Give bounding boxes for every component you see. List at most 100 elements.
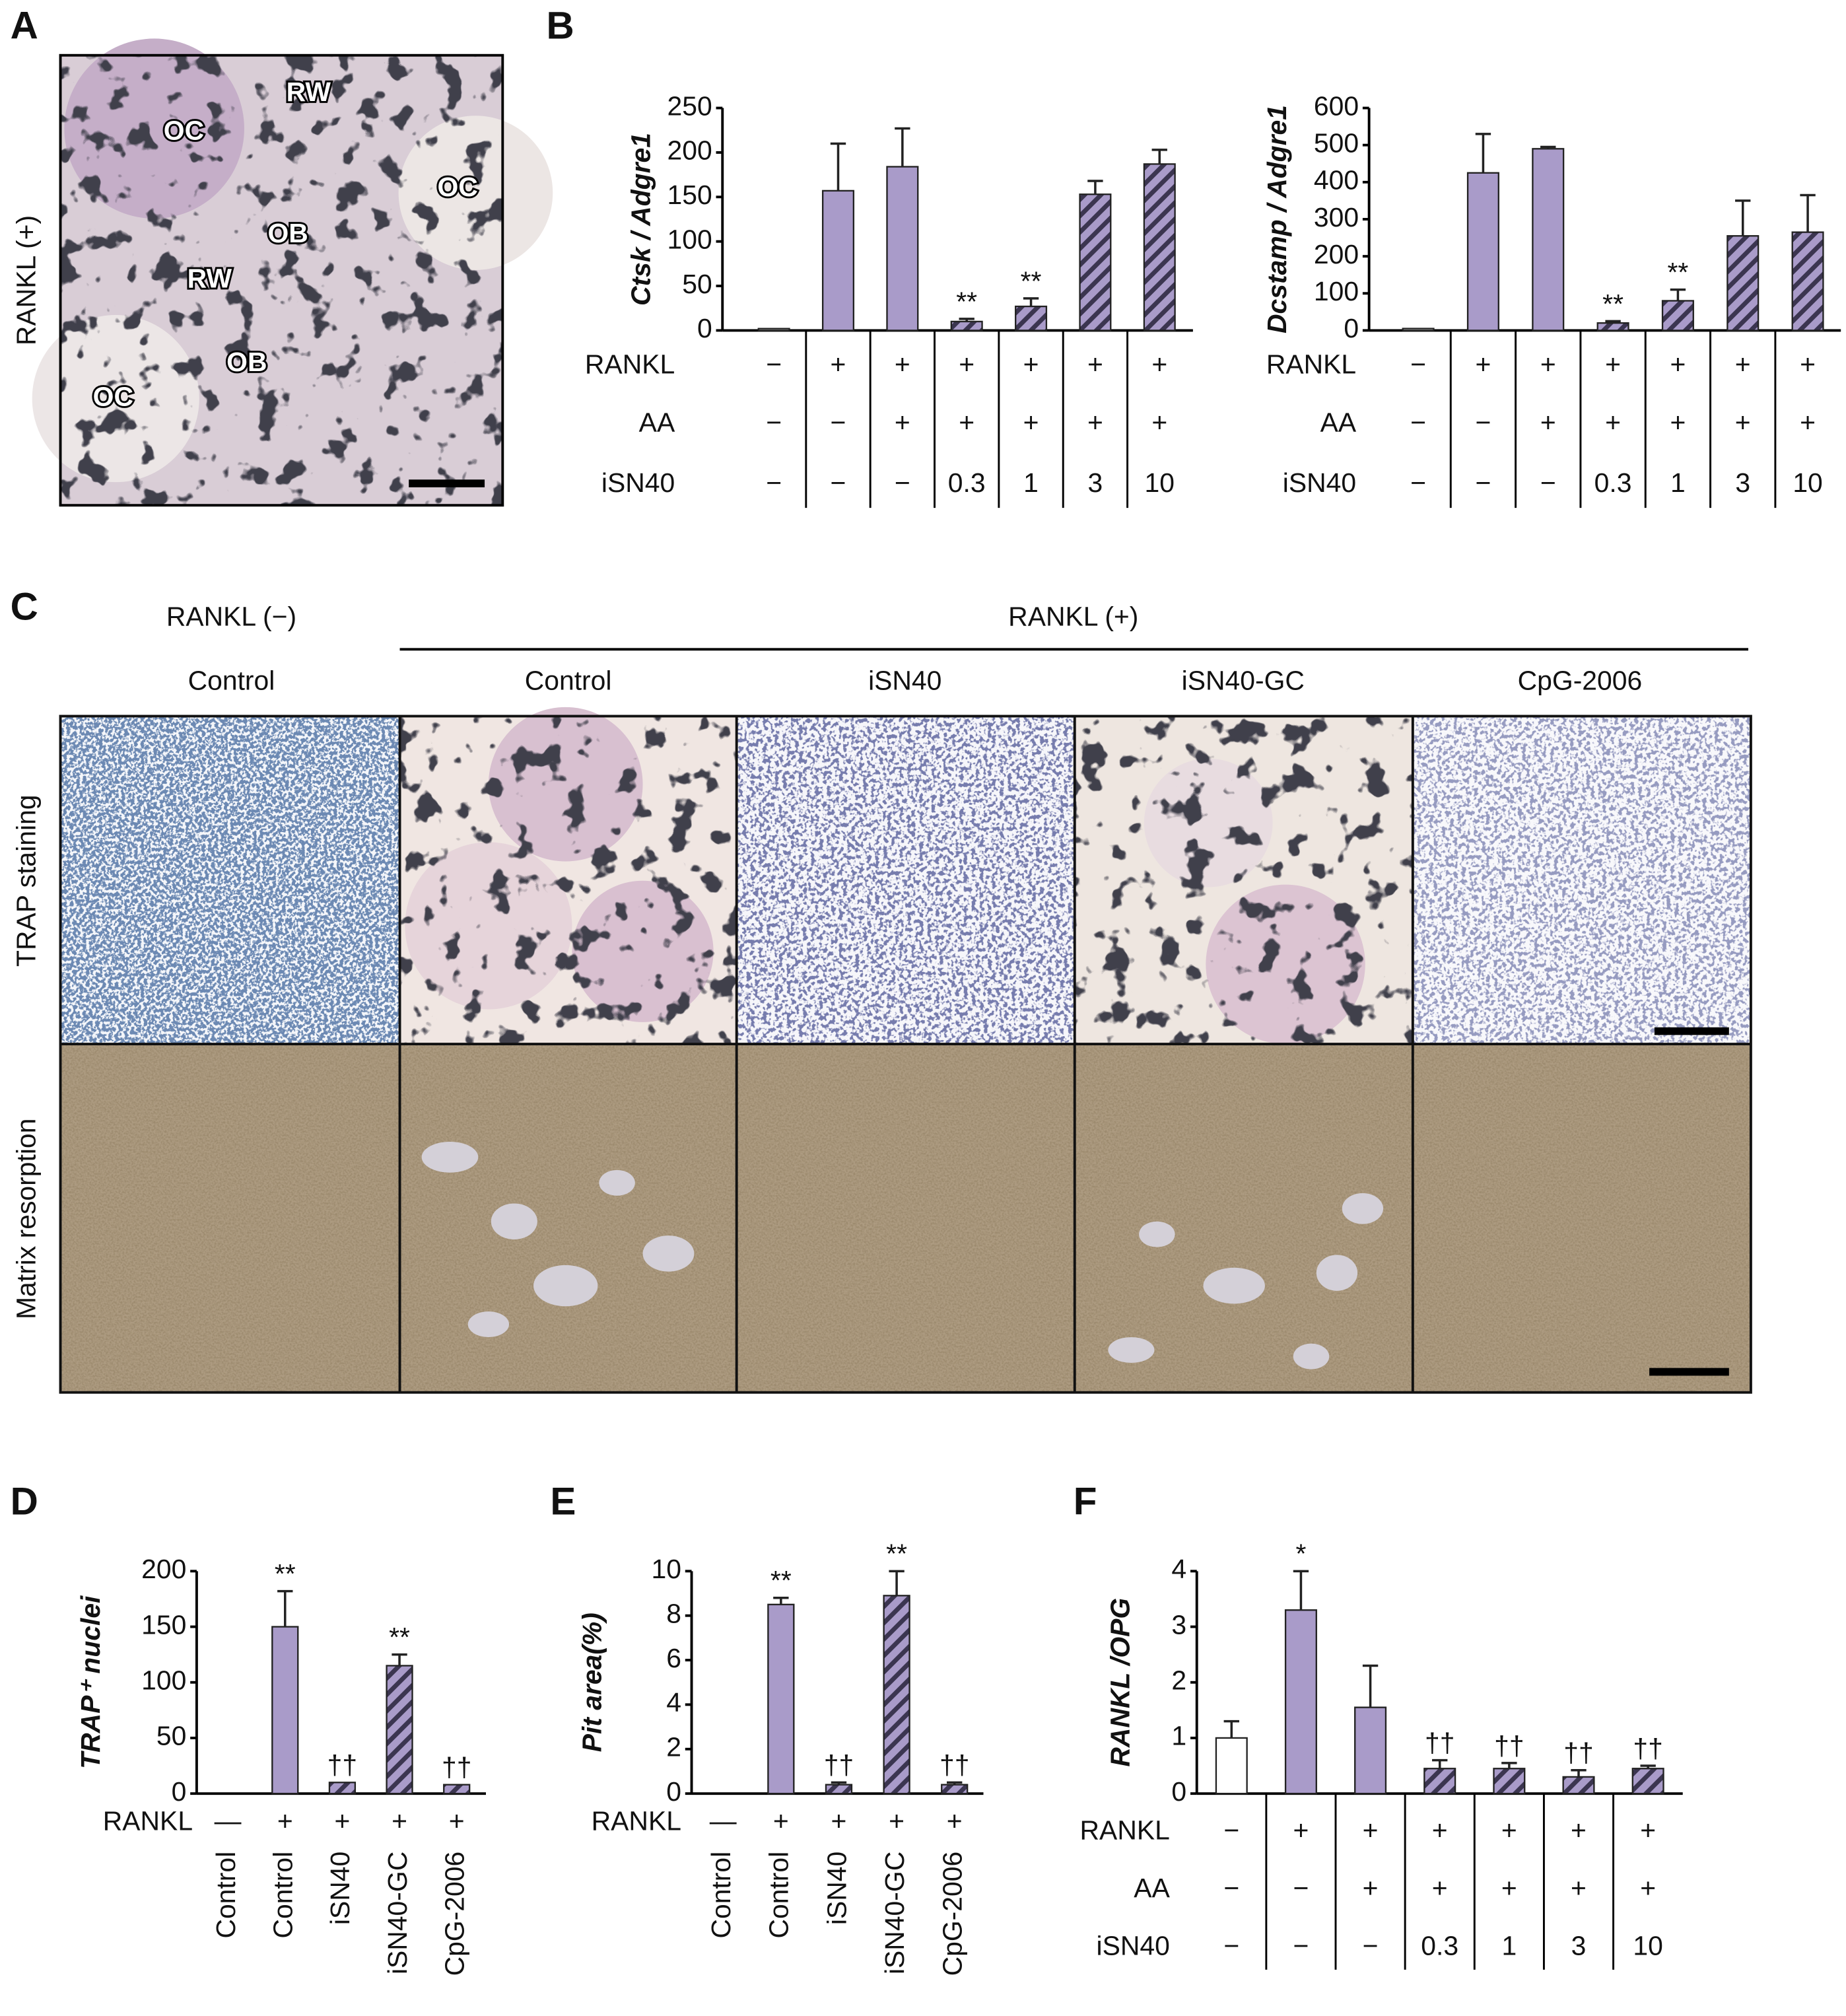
condition-value: — — [215, 1806, 242, 1836]
x-tick-label: Control — [764, 1852, 794, 1939]
condition-value: 0.3 — [1594, 468, 1632, 498]
condition-value: + — [1363, 1815, 1379, 1845]
bar — [883, 1595, 910, 1795]
condition-value: + — [1363, 1873, 1379, 1903]
condition-value: 10 — [1633, 1931, 1662, 1961]
condition-value: 1 — [1670, 468, 1686, 498]
condition-label: iSN40 — [1283, 468, 1356, 498]
bar — [1284, 1609, 1317, 1795]
row-label: TRAP staining — [11, 794, 42, 967]
condition-value: − — [1223, 1873, 1239, 1903]
significance: ** — [1668, 257, 1689, 287]
condition-value: + — [1571, 1873, 1587, 1903]
condition-value: + — [1640, 1815, 1656, 1845]
error-bar — [1605, 320, 1621, 324]
condition-value: − — [1293, 1931, 1309, 1961]
y-tick-label: 400 — [1314, 165, 1359, 195]
y-tick-label: 600 — [1314, 90, 1359, 121]
condition-label: RANKL — [592, 1806, 681, 1836]
y-tick-label: 50 — [156, 1721, 186, 1751]
y-tick-label: 0 — [666, 1776, 681, 1807]
y-tick-label: 2 — [666, 1732, 681, 1762]
y-tick-label: 0 — [1344, 313, 1359, 343]
condition-value: 1 — [1501, 1931, 1517, 1961]
bar — [1143, 163, 1176, 331]
y-axis-label: Pit area(%) — [576, 1613, 607, 1752]
panel-label: D — [11, 1480, 38, 1523]
significance: ** — [389, 1622, 410, 1652]
error-bar — [1087, 180, 1103, 195]
error-bar — [895, 127, 910, 167]
condition-value: + — [959, 407, 974, 437]
y-tick-label: 0 — [172, 1776, 187, 1807]
significance: †† — [824, 1750, 854, 1780]
bar — [950, 320, 983, 331]
panel-label: E — [550, 1480, 576, 1523]
condition-value: + — [1432, 1815, 1448, 1845]
condition-value: + — [1735, 407, 1751, 437]
error-bar — [831, 1781, 847, 1785]
condition-value: + — [773, 1806, 789, 1836]
y-tick-label: 6 — [666, 1643, 681, 1673]
condition-value: + — [392, 1806, 407, 1836]
bar — [1596, 322, 1629, 331]
condition-value: + — [1087, 407, 1103, 437]
column-label: iSN40 — [868, 666, 941, 696]
bar — [825, 1784, 853, 1795]
significance: †† — [442, 1752, 471, 1782]
condition-value: + — [889, 1806, 905, 1836]
condition-value: − — [1293, 1873, 1309, 1903]
bar — [1215, 1737, 1248, 1795]
condition-value: − — [1475, 468, 1491, 498]
panel-label: F — [1074, 1480, 1097, 1523]
bar — [1015, 305, 1048, 331]
bar — [1631, 1768, 1664, 1795]
condition-value: − — [1410, 349, 1426, 380]
condition-value: − — [1410, 468, 1426, 498]
significance: †† — [1425, 1727, 1454, 1758]
y-axis-label: Ctsk / Adgre1 — [625, 133, 656, 306]
significance: ** — [956, 286, 977, 316]
x-tick-label: iSN40-GC — [382, 1852, 413, 1974]
bar — [1562, 1776, 1595, 1795]
error-bar — [1151, 149, 1167, 164]
side-label: RANKL (+) — [11, 215, 42, 345]
condition-value: − — [1223, 1931, 1239, 1961]
error-bar — [1223, 1720, 1239, 1738]
y-tick-label: 150 — [667, 180, 712, 210]
cell-label: OC — [164, 115, 204, 145]
error-bar — [1023, 297, 1039, 307]
x-tick-label: Control — [706, 1852, 736, 1939]
error-bar — [1362, 1664, 1379, 1708]
condition-value: + — [1151, 349, 1167, 380]
y-axis-label: TRAP⁺ nuclei — [75, 1595, 106, 1769]
condition-value: 1 — [1023, 468, 1039, 498]
bar — [328, 1782, 357, 1795]
error-bar — [1540, 145, 1556, 149]
cell-label: OC — [438, 172, 478, 202]
significance: ** — [1602, 289, 1624, 319]
condition-value: + — [1501, 1815, 1517, 1845]
condition-value: 10 — [1145, 468, 1175, 498]
error-bar — [1800, 193, 1816, 232]
error-bar — [277, 1589, 293, 1627]
condition-value: + — [831, 1806, 847, 1836]
condition-value: + — [1670, 407, 1686, 437]
row-label: Matrix resorption — [11, 1119, 42, 1319]
y-tick-label: 0 — [1171, 1776, 1186, 1807]
condition-value: + — [1501, 1873, 1517, 1903]
x-tick-label: CpG-2006 — [439, 1852, 469, 1976]
significance: ** — [1021, 265, 1042, 296]
condition-value: + — [1151, 407, 1167, 437]
y-tick-label: 100 — [667, 224, 712, 254]
condition-value: + — [277, 1806, 293, 1836]
condition-value: + — [1670, 349, 1686, 380]
condition-value: + — [1800, 407, 1816, 437]
y-tick-label: 300 — [1314, 202, 1359, 232]
error-bar — [1735, 199, 1751, 236]
y-tick-label: 4 — [666, 1687, 681, 1718]
significance: †† — [327, 1750, 357, 1780]
cell-label: OB — [267, 218, 308, 248]
x-tick-label: CpG-2006 — [938, 1852, 968, 1976]
